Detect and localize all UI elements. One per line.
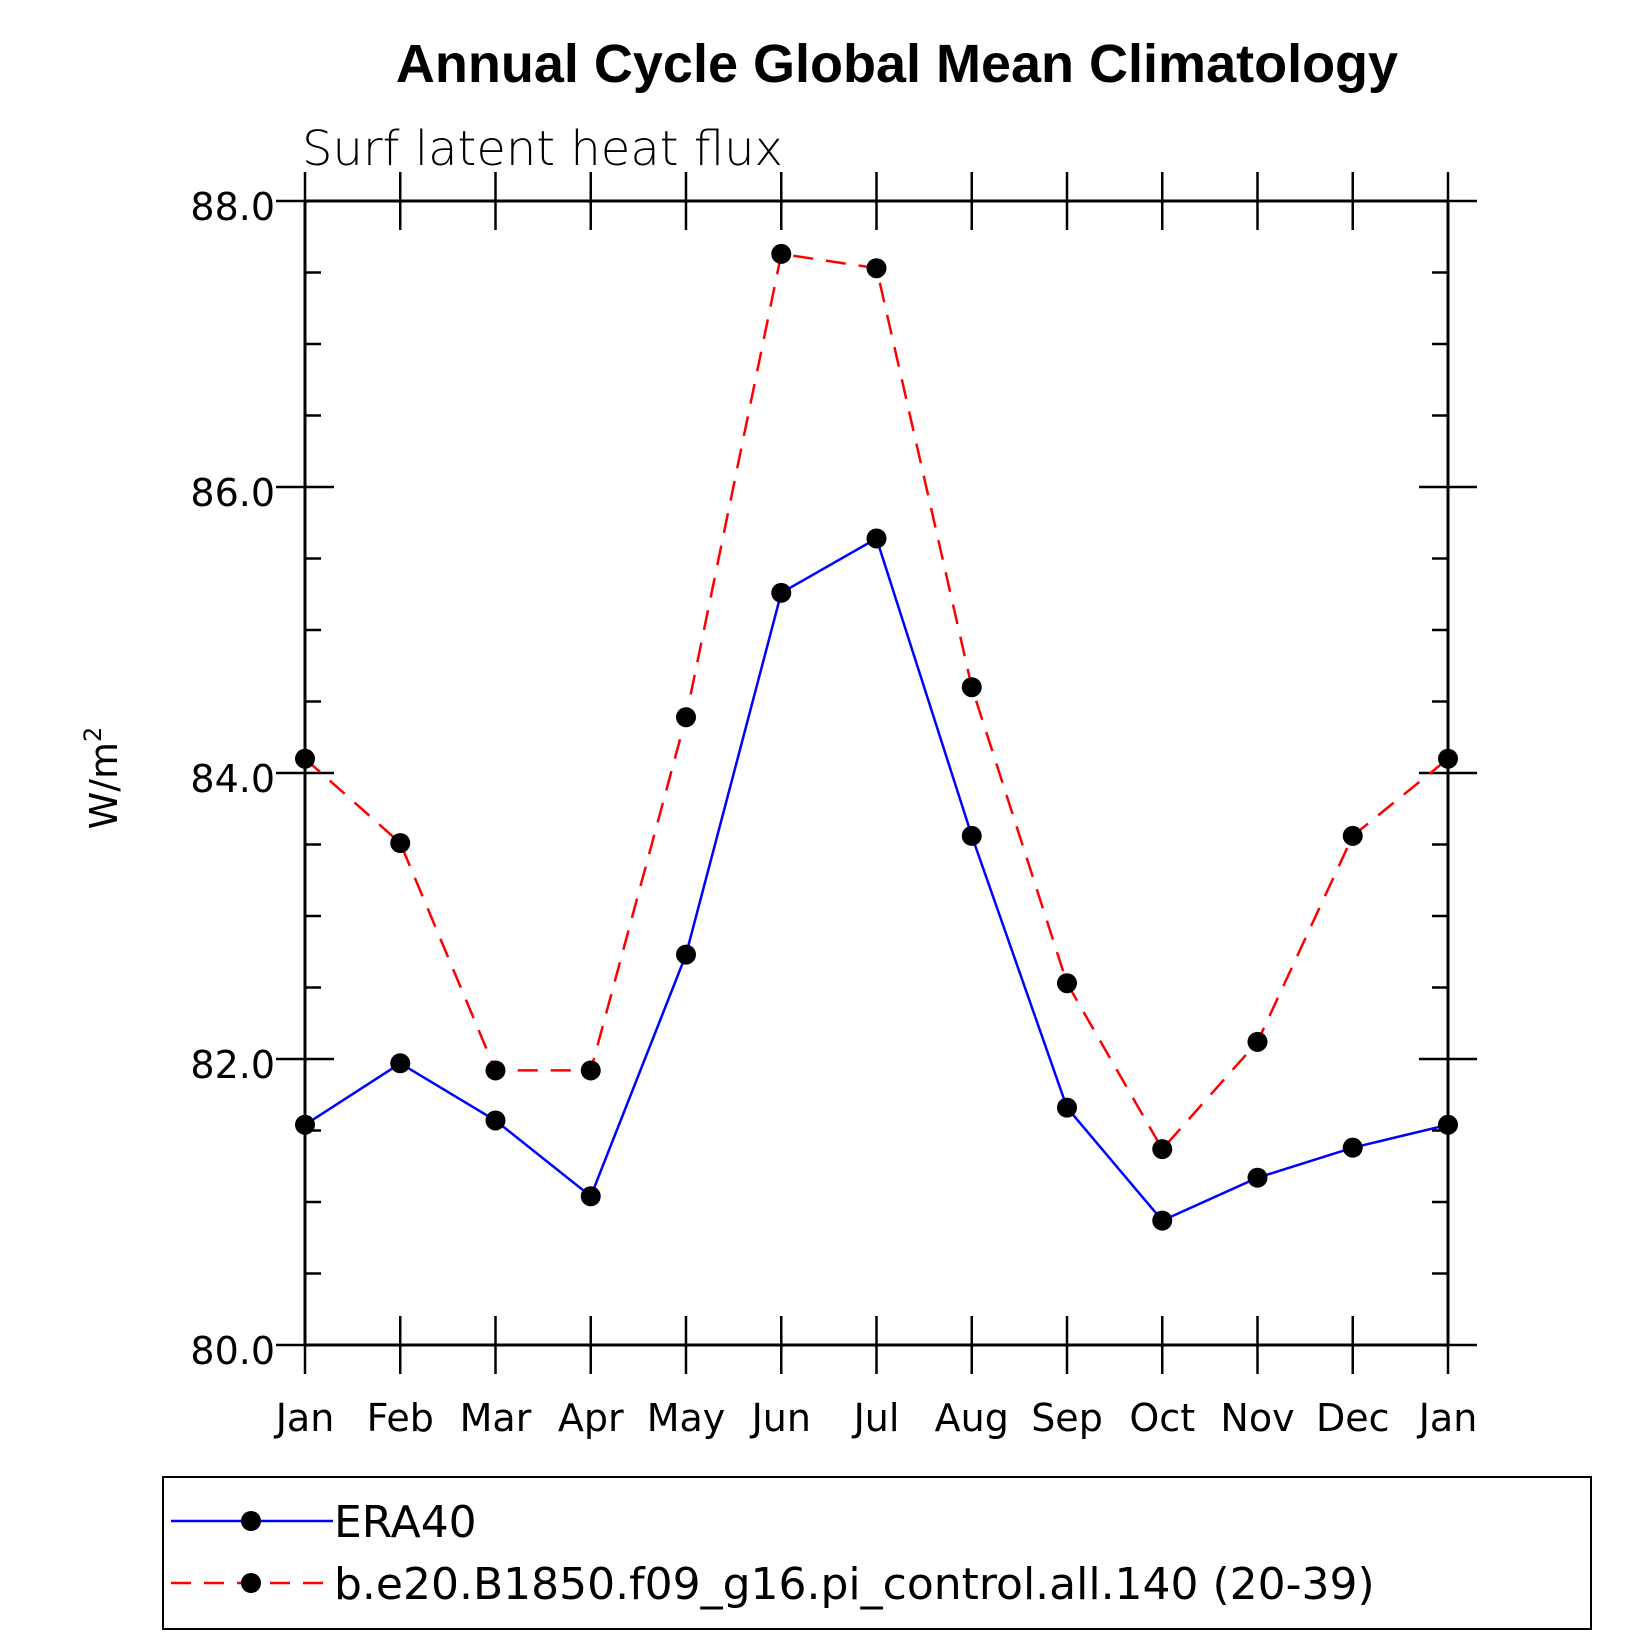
plot-frame bbox=[303, 199, 1450, 1347]
svg-text:W/m2: W/m2 bbox=[79, 727, 126, 830]
data-point bbox=[1342, 1137, 1363, 1158]
y-tick-label: 80.0 bbox=[190, 1329, 275, 1373]
data-point bbox=[676, 944, 696, 965]
y-axis-title: W/m2 bbox=[79, 727, 126, 830]
x-tick-label: Nov bbox=[1220, 1396, 1294, 1440]
axis-ticks bbox=[276, 172, 1477, 1374]
data-point bbox=[866, 258, 887, 279]
data-point bbox=[961, 677, 982, 698]
x-tick-label: Jul bbox=[852, 1396, 900, 1440]
x-tick-label: Mar bbox=[460, 1396, 532, 1440]
data-point bbox=[866, 528, 887, 549]
x-tick-label: Feb bbox=[367, 1396, 434, 1440]
x-tick-label: Oct bbox=[1129, 1396, 1195, 1440]
chart-subtitle: Surf latent heat flux bbox=[302, 121, 783, 177]
data-point bbox=[1057, 1097, 1077, 1118]
data-point bbox=[1247, 1031, 1268, 1052]
data-point bbox=[771, 582, 792, 603]
y-tick-label: 82.0 bbox=[190, 1043, 275, 1087]
series-line-0 bbox=[304, 536, 1449, 1223]
y-tick-label: 88.0 bbox=[190, 185, 275, 229]
legend-marker-era40 bbox=[241, 1511, 261, 1531]
x-tick-label: Jan bbox=[1417, 1396, 1478, 1440]
x-tick-label: Jan bbox=[274, 1396, 335, 1440]
y-axis-title-text: W/m bbox=[82, 742, 126, 829]
data-point bbox=[676, 707, 696, 728]
y-axis-title-superscript: 2 bbox=[79, 727, 107, 742]
tick-labels: Jan Feb Mar Apr May Jun Jul Aug Sep Oct Nov Dec Jan 8… bbox=[190, 185, 1477, 1440]
legend-box bbox=[162, 1476, 1592, 1630]
data-point bbox=[771, 243, 792, 264]
x-tick-label: Aug bbox=[935, 1396, 1009, 1440]
data-point bbox=[1438, 748, 1458, 769]
x-tick-label: May bbox=[647, 1396, 726, 1440]
x-tick-label: Apr bbox=[558, 1396, 624, 1440]
data-point bbox=[1152, 1210, 1173, 1231]
series-line-1 bbox=[304, 252, 1449, 1152]
legend-label-era40: ERA40 bbox=[334, 1497, 477, 1548]
x-tick-label: Jun bbox=[750, 1396, 811, 1440]
data-point bbox=[1152, 1139, 1173, 1160]
data-point bbox=[580, 1186, 601, 1207]
x-tick-label: Sep bbox=[1031, 1396, 1103, 1440]
data-point bbox=[390, 833, 411, 854]
data-point bbox=[390, 1053, 411, 1074]
legend: ERA40 b.e20.B1850.f09_g16.pi_control.all… bbox=[162, 1476, 1592, 1630]
data-point bbox=[295, 748, 315, 769]
data-point bbox=[580, 1060, 601, 1081]
chart-title: Annual Cycle Global Mean Climatology bbox=[396, 34, 1398, 94]
data-point bbox=[961, 825, 982, 846]
data-point bbox=[1342, 825, 1363, 846]
legend-label-model: b.e20.B1850.f09_g16.pi_control.all.140 (… bbox=[334, 1559, 1375, 1610]
data-point bbox=[1057, 973, 1077, 994]
legend-marker-model bbox=[241, 1573, 261, 1593]
data-point bbox=[485, 1110, 506, 1131]
y-tick-label: 84.0 bbox=[190, 757, 275, 801]
data-point bbox=[1247, 1167, 1268, 1188]
data-point bbox=[295, 1114, 315, 1135]
y-tick-label: 86.0 bbox=[190, 471, 275, 515]
x-tick-label: Dec bbox=[1316, 1396, 1390, 1440]
series-layer bbox=[295, 243, 1458, 1231]
data-point bbox=[485, 1060, 506, 1081]
data-point bbox=[1438, 1114, 1458, 1135]
